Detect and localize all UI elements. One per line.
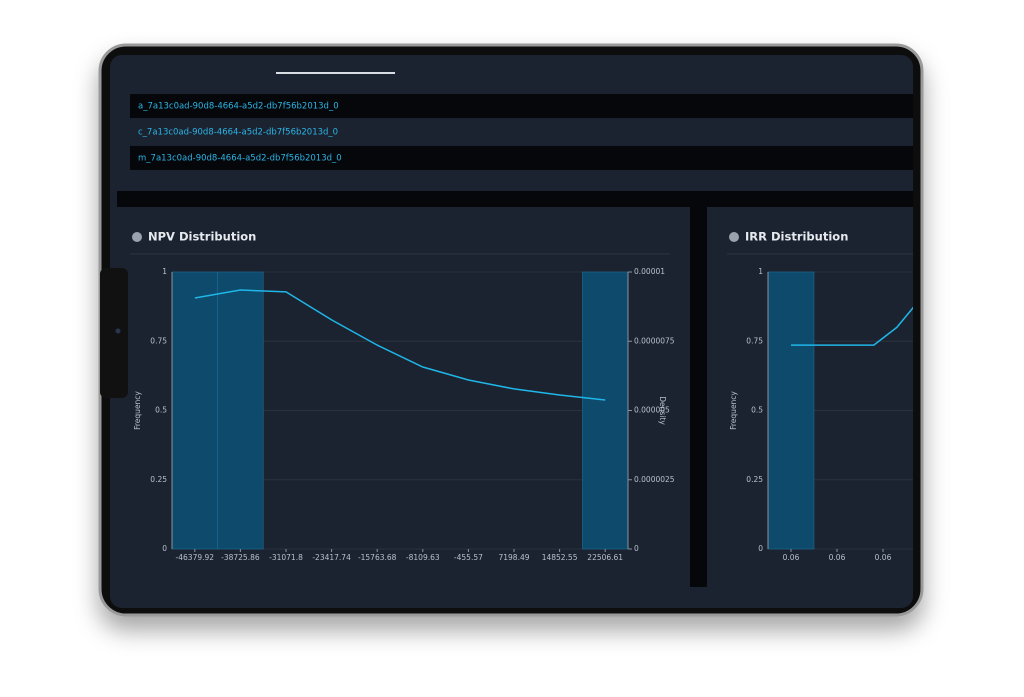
density-line [194,289,606,401]
list-row[interactable] [130,120,913,144]
x-tick-label: -23417.74 [312,553,351,562]
x-tick-label: -38725.86 [221,553,260,562]
y-axis-title: Frequency [729,391,738,430]
y-tick-label: 0.25 [746,475,763,484]
x-tick-label: -8109.63 [406,553,440,562]
density-line [791,304,913,346]
y2-tick-label: 0.0000025 [634,475,675,484]
icon [729,232,739,242]
x-tick-label: -15763.68 [358,553,397,562]
bar [171,271,218,550]
x-tick-label: 0.06 [875,553,892,562]
x-tick-label: 0.06 [783,553,800,562]
bar [217,271,264,550]
bar [767,271,815,550]
list-row[interactable] [130,94,913,118]
y-tick-label: 1 [162,267,167,276]
divider [117,191,913,207]
y2-tick-label: 0.000005 [634,406,670,415]
y-tick-label: 0.25 [150,475,167,484]
y-tick-label: 0.5 [155,406,167,415]
camera [115,328,121,334]
list-item[interactable]: a_7a13c0ad-90d8-4664-a5d2-db7f56b2013d_0 [138,102,339,112]
y2-tick-label: 0.00001 [634,267,665,276]
y-tick-label: 0.75 [746,336,763,345]
y-axis-title: Frequency [133,391,142,430]
list-item[interactable]: m_7a13c0ad-90d8-4664-a5d2-db7f56b2013d_0 [138,154,342,164]
y2-tick-label: 0 [634,544,639,553]
camera-notch [100,268,128,398]
x-tick-label: 22506.61 [587,553,623,562]
y-tick-label: 0.75 [150,336,167,345]
list-item[interactable]: c_7a13c0ad-90d8-4664-a5d2-db7f56b2013d_0 [138,128,338,138]
y2-axis-title: Density [658,396,667,425]
panel [707,207,913,607]
npv-chart: 0 0.25 0.5 0.75 1 0 0.0000025 0.000005 0.0000075… [133,267,675,562]
x-tick-label: -455.57 [454,553,483,562]
x-tick-label: 0.06 [829,553,846,562]
x-tick-label: 7198.49 [498,553,529,562]
list-row[interactable] [130,146,913,170]
y-tick-label: 0 [162,544,167,553]
x-tick-label: -46379.92 [176,553,215,562]
icon [132,232,142,242]
x-tick-label: 14852.55 [542,553,578,562]
chart-title: NPV Distribution [148,230,256,244]
x-tick-label: -31071.8 [269,553,303,562]
y2-tick-label: 0.0000075 [634,336,675,345]
bar [582,271,629,550]
content: a_7a13c0ad-90d8-4664-a5d2-db7f56b2013d_0… [110,72,913,607]
y-tick-label: 0 [758,544,763,553]
y-tick-label: 1 [758,267,763,276]
y-tick-label: 0.5 [751,406,763,415]
irr-chart: 0 0.25 0.5 0.75 1 0.06 0.06 0.06 Frequency [729,267,913,562]
chart-title: IRR Distribution [745,230,848,244]
divider [690,207,707,587]
